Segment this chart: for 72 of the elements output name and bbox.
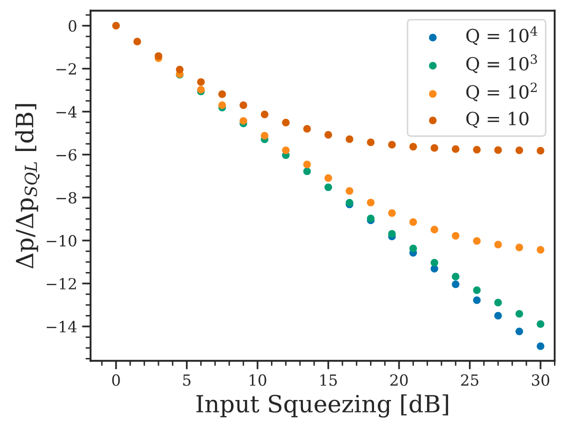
legend-label: Q = 10$^{2}$ bbox=[466, 82, 537, 102]
point bbox=[240, 101, 248, 109]
point bbox=[112, 22, 120, 30]
y-tick-label: −12 bbox=[46, 278, 76, 290]
point bbox=[536, 146, 544, 155]
point bbox=[260, 110, 268, 118]
point bbox=[218, 101, 226, 109]
point bbox=[536, 320, 544, 328]
y-tick-label: −10 bbox=[46, 234, 76, 247]
point bbox=[430, 258, 438, 266]
point bbox=[218, 90, 226, 98]
point bbox=[197, 78, 205, 86]
point bbox=[346, 187, 354, 195]
x-tick-label: 10 bbox=[250, 374, 266, 386]
y-tick-label: 0 bbox=[68, 20, 76, 32]
point bbox=[494, 312, 502, 320]
point bbox=[473, 296, 481, 304]
y-axis-title: Δp/Δp$_{SQL}$ [dB] bbox=[15, 104, 40, 269]
x-tick-label: 5 bbox=[183, 374, 190, 386]
x-tick-label: 25 bbox=[461, 374, 478, 386]
point bbox=[516, 146, 524, 154]
point bbox=[324, 174, 332, 182]
point bbox=[282, 118, 290, 126]
point bbox=[282, 146, 290, 154]
legend-label: Q = 10$^{3}$ bbox=[466, 54, 537, 74]
point bbox=[494, 298, 502, 306]
y-tick-label: −6 bbox=[56, 149, 76, 161]
point bbox=[516, 328, 524, 336]
point bbox=[473, 146, 481, 154]
point bbox=[473, 286, 481, 294]
x-axis-title: Input Squeezing [dB] bbox=[196, 394, 448, 418]
point bbox=[366, 198, 375, 206]
y-tick-label: −14 bbox=[46, 320, 77, 332]
point bbox=[536, 342, 544, 350]
point bbox=[303, 160, 311, 168]
x-tick-label: 20 bbox=[390, 374, 408, 386]
x-tick-label: 30 bbox=[532, 374, 550, 386]
point bbox=[303, 125, 311, 133]
point bbox=[452, 272, 460, 280]
point bbox=[452, 232, 460, 240]
point bbox=[260, 132, 268, 140]
point bbox=[388, 230, 396, 238]
point bbox=[516, 310, 524, 318]
point bbox=[452, 280, 460, 288]
point bbox=[473, 237, 481, 245]
point bbox=[176, 66, 184, 74]
point bbox=[366, 138, 375, 146]
point bbox=[536, 246, 544, 254]
point bbox=[324, 183, 332, 192]
x-tick-label: 0 bbox=[112, 374, 120, 386]
y-tick-label: −4 bbox=[56, 106, 77, 118]
point bbox=[324, 131, 332, 139]
point bbox=[346, 135, 354, 143]
point bbox=[133, 38, 142, 46]
point bbox=[452, 145, 460, 153]
point bbox=[388, 209, 396, 217]
x-tick-label: 15 bbox=[320, 374, 337, 386]
point bbox=[240, 117, 248, 125]
point bbox=[303, 168, 311, 176]
point bbox=[409, 244, 417, 252]
point bbox=[494, 240, 502, 248]
point bbox=[409, 142, 417, 150]
legend-label: Q = 10$^{4}$ bbox=[466, 26, 538, 46]
point bbox=[430, 144, 438, 152]
point bbox=[516, 244, 524, 252]
y-tick-label: −2 bbox=[56, 63, 76, 74]
y-tick-label: −8 bbox=[56, 192, 76, 204]
point bbox=[388, 140, 396, 149]
point bbox=[494, 146, 502, 154]
point bbox=[409, 218, 417, 226]
legend-label: Q = 10 bbox=[466, 112, 528, 128]
point bbox=[430, 226, 438, 234]
